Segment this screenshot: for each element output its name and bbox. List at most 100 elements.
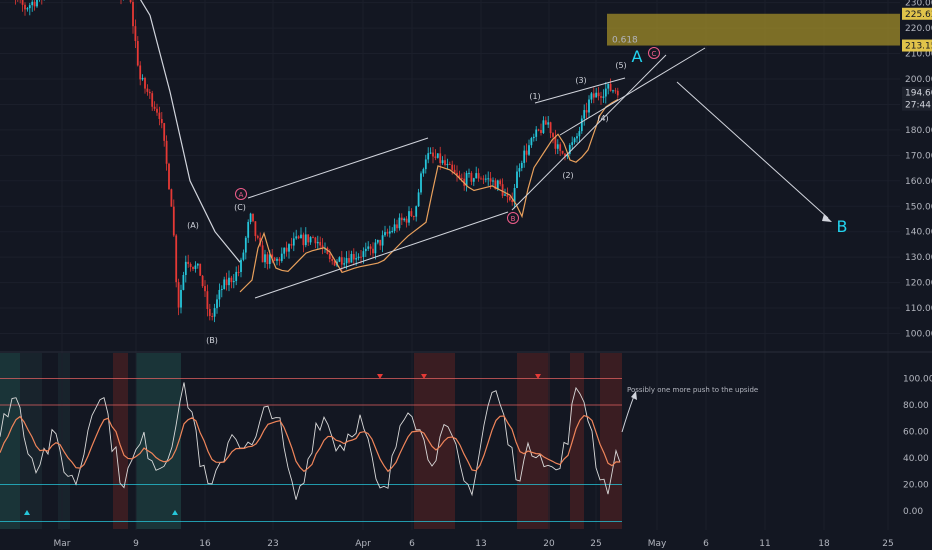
candle-body-100 xyxy=(240,259,242,272)
trend-lines xyxy=(140,0,832,299)
candle-body-120 xyxy=(288,244,290,252)
candle-body-73 xyxy=(175,235,178,283)
candle-body-204 xyxy=(489,178,492,182)
candle-body-256 xyxy=(614,90,617,92)
candle-body-144 xyxy=(345,258,348,264)
candle-body-207 xyxy=(496,180,499,190)
price-tick-8: 150.00 xyxy=(905,202,932,212)
fib-level-label: 0.618 xyxy=(612,36,638,46)
candle-body-217 xyxy=(520,162,523,169)
candle-body-175 xyxy=(420,173,422,193)
candle-body-194 xyxy=(465,173,468,186)
candle-body-162 xyxy=(388,231,391,234)
candle-body-205 xyxy=(492,180,494,182)
oscillator-fast-line xyxy=(0,382,621,500)
candle-body-203 xyxy=(487,178,490,180)
candle-body-177 xyxy=(424,159,427,170)
time-tick-13: 25 xyxy=(882,539,893,549)
candle-body-250 xyxy=(600,96,602,98)
candle-body-188 xyxy=(451,164,454,170)
candle-body-229 xyxy=(549,122,552,134)
candle-body-65 xyxy=(156,108,158,113)
candle-body-183 xyxy=(439,153,442,164)
wave-labels: (A) (B) (C) (1) (2) (3) (4) (5) A B A B C xyxy=(187,47,847,345)
time-tick-1: 9 xyxy=(133,539,139,549)
candle-body-112 xyxy=(268,254,271,264)
wave-label-4: (2) xyxy=(562,171,573,180)
candle-body-79 xyxy=(189,263,192,267)
price-tick-2: 210.00 xyxy=(905,50,932,60)
candle-body-178 xyxy=(427,153,430,160)
time-tick-7: 20 xyxy=(543,539,555,549)
candle-body-145 xyxy=(348,258,350,263)
candle-body-96 xyxy=(230,277,233,283)
candle-body-219 xyxy=(525,150,528,155)
candle-body-252 xyxy=(604,88,607,97)
candle-body-218 xyxy=(523,150,526,163)
time-tick-11: 11 xyxy=(759,539,770,549)
candle-body-58 xyxy=(139,65,142,80)
candle-body-200 xyxy=(480,178,482,180)
candle-body-247 xyxy=(592,93,595,98)
candle-body-206 xyxy=(494,180,497,190)
candle-body-97 xyxy=(232,281,235,283)
candle-body-237 xyxy=(568,145,571,154)
candle-body-84 xyxy=(201,275,204,287)
candle-body-190 xyxy=(456,172,458,176)
time-tick-5: 6 xyxy=(409,539,415,549)
candle-body-14 xyxy=(33,1,36,7)
price-badge-bg-2 xyxy=(902,86,932,99)
osc-band-6 xyxy=(517,353,550,529)
candle-body-70 xyxy=(168,163,170,190)
fast-moving-average xyxy=(239,98,619,293)
osc-band-4 xyxy=(136,353,181,529)
candle-body-244 xyxy=(585,110,588,113)
candle-body-9 xyxy=(21,0,24,5)
price-tick-0: 230.00 xyxy=(905,0,932,9)
candle-body-255 xyxy=(612,90,614,92)
candle-body-126 xyxy=(302,234,305,246)
candle-body-76 xyxy=(182,275,185,290)
candle-body-128 xyxy=(307,234,310,243)
candle-body-254 xyxy=(609,83,612,91)
osc-signal-marker-3 xyxy=(421,374,427,379)
candle-body-134 xyxy=(321,245,324,249)
wave-label-7: (5) xyxy=(615,61,626,70)
candles xyxy=(5,0,619,323)
candle-body-88 xyxy=(211,315,214,317)
candle-body-182 xyxy=(436,153,439,158)
candle-body-233 xyxy=(559,144,562,151)
price-tick-9: 140.00 xyxy=(905,228,932,238)
osc-signal-marker-0 xyxy=(24,510,30,515)
annotation-arrowhead xyxy=(631,391,637,400)
candle-body-192 xyxy=(460,177,463,179)
candle-body-165 xyxy=(396,224,398,229)
candle-body-132 xyxy=(316,241,319,244)
candle-body-116 xyxy=(278,258,281,261)
candle-body-201 xyxy=(482,178,485,180)
candle-body-66 xyxy=(158,112,161,119)
price-badge-bg-3 xyxy=(902,98,932,111)
price-tick-3: 200.00 xyxy=(905,75,932,85)
candle-body-235 xyxy=(564,153,566,157)
price-tick-13: 100.00 xyxy=(905,330,932,340)
candle-body-142 xyxy=(340,257,343,265)
candle-body-138 xyxy=(331,259,334,261)
candle-body-164 xyxy=(393,224,396,231)
candle-body-92 xyxy=(220,289,223,291)
price-tick-12: 110.00 xyxy=(905,304,932,314)
slow-moving-average xyxy=(140,0,241,263)
candle-body-236 xyxy=(566,153,569,157)
candle-body-61 xyxy=(146,88,149,92)
osc-tick-4: 20.00 xyxy=(903,481,929,491)
candle-body-149 xyxy=(357,256,360,259)
candle-body-154 xyxy=(369,246,372,249)
candle-body-10 xyxy=(24,4,26,10)
price-badge-3: 27:44 xyxy=(905,101,931,111)
price-tick-11: 120.00 xyxy=(905,279,932,289)
candle-body-98 xyxy=(235,271,238,282)
candle-body-246 xyxy=(590,93,593,100)
candle-body-213 xyxy=(511,200,514,203)
candle-body-151 xyxy=(362,251,365,258)
